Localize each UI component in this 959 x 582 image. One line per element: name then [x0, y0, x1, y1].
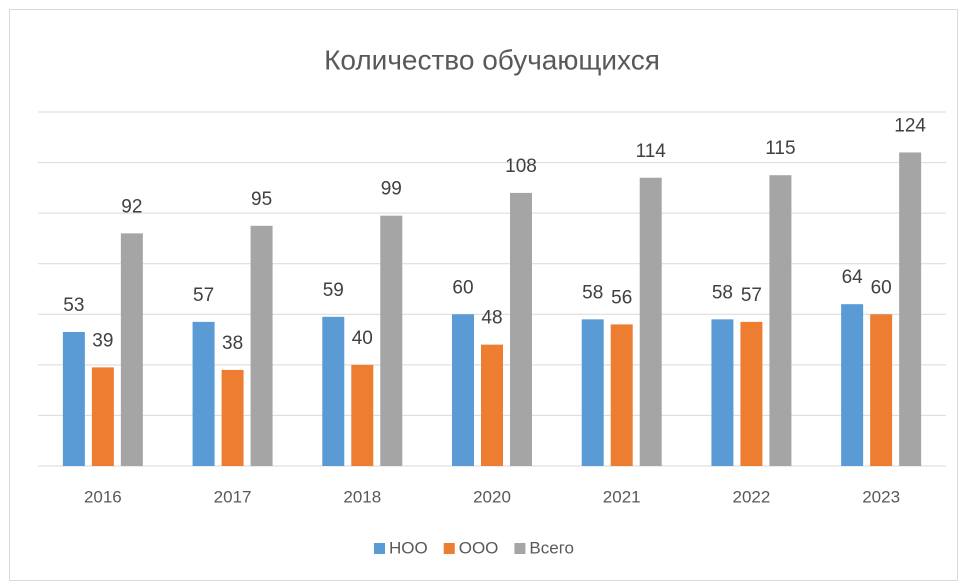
data-label: 64: [842, 267, 864, 288]
bar: [250, 225, 273, 466]
legend-swatch: [514, 543, 526, 554]
x-tick-label: 2017: [214, 487, 252, 506]
data-label: 60: [871, 277, 892, 298]
data-label: 57: [741, 285, 762, 306]
bar: [740, 321, 763, 466]
bar: [899, 152, 922, 466]
data-label: 124: [894, 115, 926, 136]
data-label: 58: [582, 282, 603, 303]
data-label: 38: [222, 333, 243, 354]
data-label: 58: [712, 282, 733, 303]
bar: [221, 369, 244, 466]
x-tick-label: 2018: [343, 487, 381, 506]
legend-label: Всего: [529, 538, 574, 557]
data-label: 48: [481, 308, 502, 329]
data-label: 108: [505, 156, 537, 177]
bar: [711, 319, 734, 466]
x-tick-label: 2022: [733, 487, 771, 506]
bar: [91, 367, 114, 466]
data-label: 115: [765, 138, 795, 159]
bar: [351, 364, 374, 466]
data-label: 39: [92, 330, 113, 351]
bar: [322, 316, 345, 466]
data-label: 95: [251, 189, 272, 210]
data-label: 56: [611, 287, 632, 308]
data-label: 57: [193, 285, 214, 306]
x-tick-label: 2016: [84, 487, 122, 506]
bar: [192, 321, 215, 466]
legend-swatch: [374, 543, 385, 554]
bar: [120, 233, 143, 466]
bar: [380, 215, 403, 466]
bar: [481, 344, 503, 466]
data-label: 59: [323, 280, 344, 301]
data-label: 114: [636, 141, 667, 162]
bar: [62, 331, 85, 466]
legend-label: НОО: [389, 538, 428, 557]
chart-area: [9, 9, 958, 581]
data-label: 40: [352, 328, 373, 349]
bar: [452, 314, 474, 466]
chart-title: Количество обучающихся: [324, 44, 660, 75]
x-tick-label: 2023: [862, 487, 900, 506]
data-label: 92: [121, 196, 142, 217]
bar: [510, 192, 532, 466]
bar: [581, 319, 604, 466]
data-label: 60: [452, 277, 473, 298]
bar: [841, 304, 864, 466]
data-label: 99: [381, 179, 402, 200]
x-tick-label: 2021: [603, 487, 641, 506]
bar: [639, 177, 662, 466]
data-label: 53: [63, 295, 84, 316]
legend-label: ООО: [459, 538, 499, 557]
bar: [769, 175, 792, 466]
bar: [870, 314, 893, 466]
legend-swatch: [443, 543, 455, 554]
x-tick-label: 2020: [473, 487, 511, 506]
bar: [610, 324, 633, 466]
